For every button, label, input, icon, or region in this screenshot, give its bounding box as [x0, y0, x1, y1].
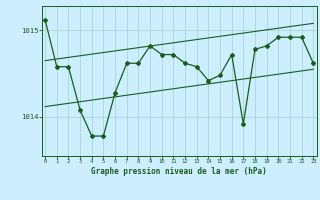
X-axis label: Graphe pression niveau de la mer (hPa): Graphe pression niveau de la mer (hPa): [91, 167, 267, 176]
